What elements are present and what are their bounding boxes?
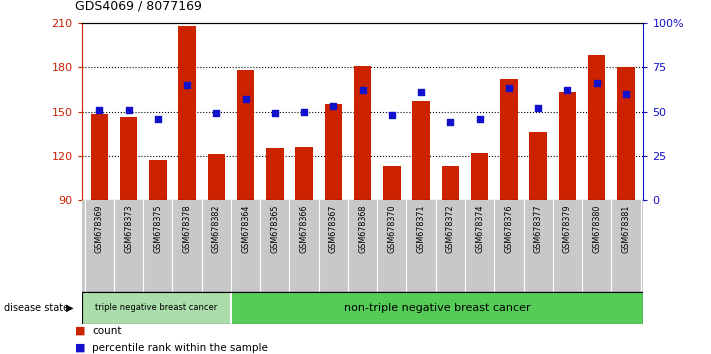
Point	[444, 119, 456, 125]
Point	[357, 87, 368, 93]
Text: GSM678370: GSM678370	[387, 205, 396, 253]
Point	[152, 116, 164, 121]
Bar	[90, 114, 108, 200]
Text: GSM678369: GSM678369	[95, 205, 104, 253]
Point	[591, 80, 602, 86]
Point	[269, 110, 281, 116]
Text: GSM678373: GSM678373	[124, 205, 133, 253]
Text: GSM678374: GSM678374	[475, 205, 484, 253]
Bar	[442, 166, 459, 200]
Point	[240, 96, 251, 102]
Point	[386, 112, 397, 118]
Text: GSM678380: GSM678380	[592, 205, 601, 253]
Text: GSM678366: GSM678366	[299, 205, 309, 253]
Text: GSM678381: GSM678381	[621, 205, 631, 253]
Point	[181, 82, 193, 88]
Point	[533, 105, 544, 111]
Text: GSM678367: GSM678367	[329, 205, 338, 253]
Bar	[237, 70, 255, 200]
Text: GSM678378: GSM678378	[183, 205, 191, 253]
Text: ■: ■	[75, 343, 85, 353]
Text: GSM678382: GSM678382	[212, 205, 221, 253]
Point	[415, 89, 427, 95]
Bar	[412, 101, 430, 200]
Bar	[354, 66, 371, 200]
Text: ▶: ▶	[66, 303, 74, 313]
Text: non-triple negative breast cancer: non-triple negative breast cancer	[344, 303, 530, 313]
Text: GDS4069 / 8077169: GDS4069 / 8077169	[75, 0, 201, 12]
Bar	[295, 147, 313, 200]
Point	[503, 86, 515, 91]
Bar	[119, 118, 137, 200]
Text: ■: ■	[75, 326, 85, 336]
Text: GSM678364: GSM678364	[241, 205, 250, 253]
Bar	[82, 292, 231, 324]
Bar	[208, 154, 225, 200]
Bar	[325, 104, 342, 200]
Text: GSM678365: GSM678365	[270, 205, 279, 253]
Text: GSM678372: GSM678372	[446, 205, 455, 253]
Bar	[383, 166, 400, 200]
Text: GSM678377: GSM678377	[534, 205, 542, 253]
Text: triple negative breast cancer: triple negative breast cancer	[95, 303, 218, 313]
Point	[210, 110, 222, 116]
Text: GSM678368: GSM678368	[358, 205, 367, 253]
Text: count: count	[92, 326, 122, 336]
Text: disease state: disease state	[4, 303, 69, 313]
Bar	[231, 292, 643, 324]
Bar	[500, 79, 518, 200]
Bar	[588, 56, 606, 200]
Bar	[530, 132, 547, 200]
Point	[123, 107, 134, 113]
Text: GSM678379: GSM678379	[563, 205, 572, 253]
Text: percentile rank within the sample: percentile rank within the sample	[92, 343, 268, 353]
Bar	[149, 160, 166, 200]
Bar	[471, 153, 488, 200]
Bar	[178, 26, 196, 200]
Bar	[559, 92, 576, 200]
Point	[328, 103, 339, 109]
Point	[562, 87, 573, 93]
Bar	[617, 67, 635, 200]
Text: GSM678375: GSM678375	[154, 205, 162, 253]
Bar	[266, 148, 284, 200]
Point	[299, 109, 310, 114]
Point	[474, 116, 486, 121]
Text: GSM678371: GSM678371	[417, 205, 426, 253]
Text: GSM678376: GSM678376	[504, 205, 513, 253]
Point	[620, 91, 631, 97]
Point	[94, 107, 105, 113]
